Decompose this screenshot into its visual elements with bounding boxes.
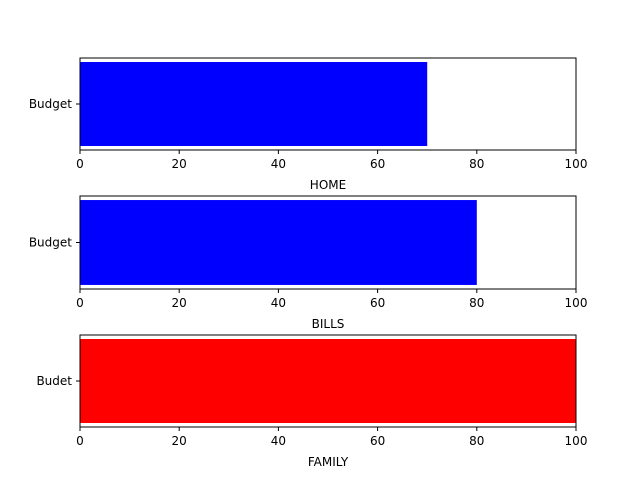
x-axis-label: BILLS bbox=[312, 317, 345, 331]
x-tick-label: 0 bbox=[76, 296, 84, 310]
x-tick-label: 0 bbox=[76, 434, 84, 448]
axes-frame bbox=[79, 57, 577, 151]
x-tick-label: 40 bbox=[271, 157, 286, 171]
axes-frame bbox=[79, 195, 577, 290]
x-tick-label: 60 bbox=[370, 434, 385, 448]
y-tick-label: Budget bbox=[29, 236, 72, 250]
x-tick-label: 40 bbox=[271, 434, 286, 448]
x-tick-label: 0 bbox=[76, 157, 84, 171]
x-tick-label: 40 bbox=[271, 296, 286, 310]
subplot-home: Budget 0 20 40 60 80 100 HOME bbox=[29, 57, 588, 192]
x-tick-label: 80 bbox=[469, 296, 484, 310]
x-tick-label: 100 bbox=[565, 434, 588, 448]
x-axis-label: HOME bbox=[310, 178, 346, 192]
x-tick-label: 20 bbox=[172, 296, 187, 310]
bar-budget bbox=[80, 200, 477, 285]
bar-budget bbox=[80, 62, 428, 146]
y-tick-label: Budget bbox=[29, 97, 72, 111]
subplot-bills: Budget 0 20 40 60 80 100 BILLS bbox=[29, 195, 588, 331]
x-tick-label: 100 bbox=[565, 296, 588, 310]
x-tick-label: 60 bbox=[370, 296, 385, 310]
bar-budet bbox=[80, 339, 576, 423]
y-tick-label: Budet bbox=[36, 374, 72, 388]
x-tick-label: 80 bbox=[469, 434, 484, 448]
subplot-family: Budet 0 20 40 60 80 100 FAMILY bbox=[36, 334, 588, 469]
x-tick-label: 60 bbox=[370, 157, 385, 171]
x-axis-label: FAMILY bbox=[308, 455, 349, 469]
axes-frame bbox=[79, 334, 577, 428]
x-tick-label: 20 bbox=[172, 434, 187, 448]
x-tick-label: 100 bbox=[565, 157, 588, 171]
x-tick-label: 20 bbox=[172, 157, 187, 171]
x-tick-label: 80 bbox=[469, 157, 484, 171]
